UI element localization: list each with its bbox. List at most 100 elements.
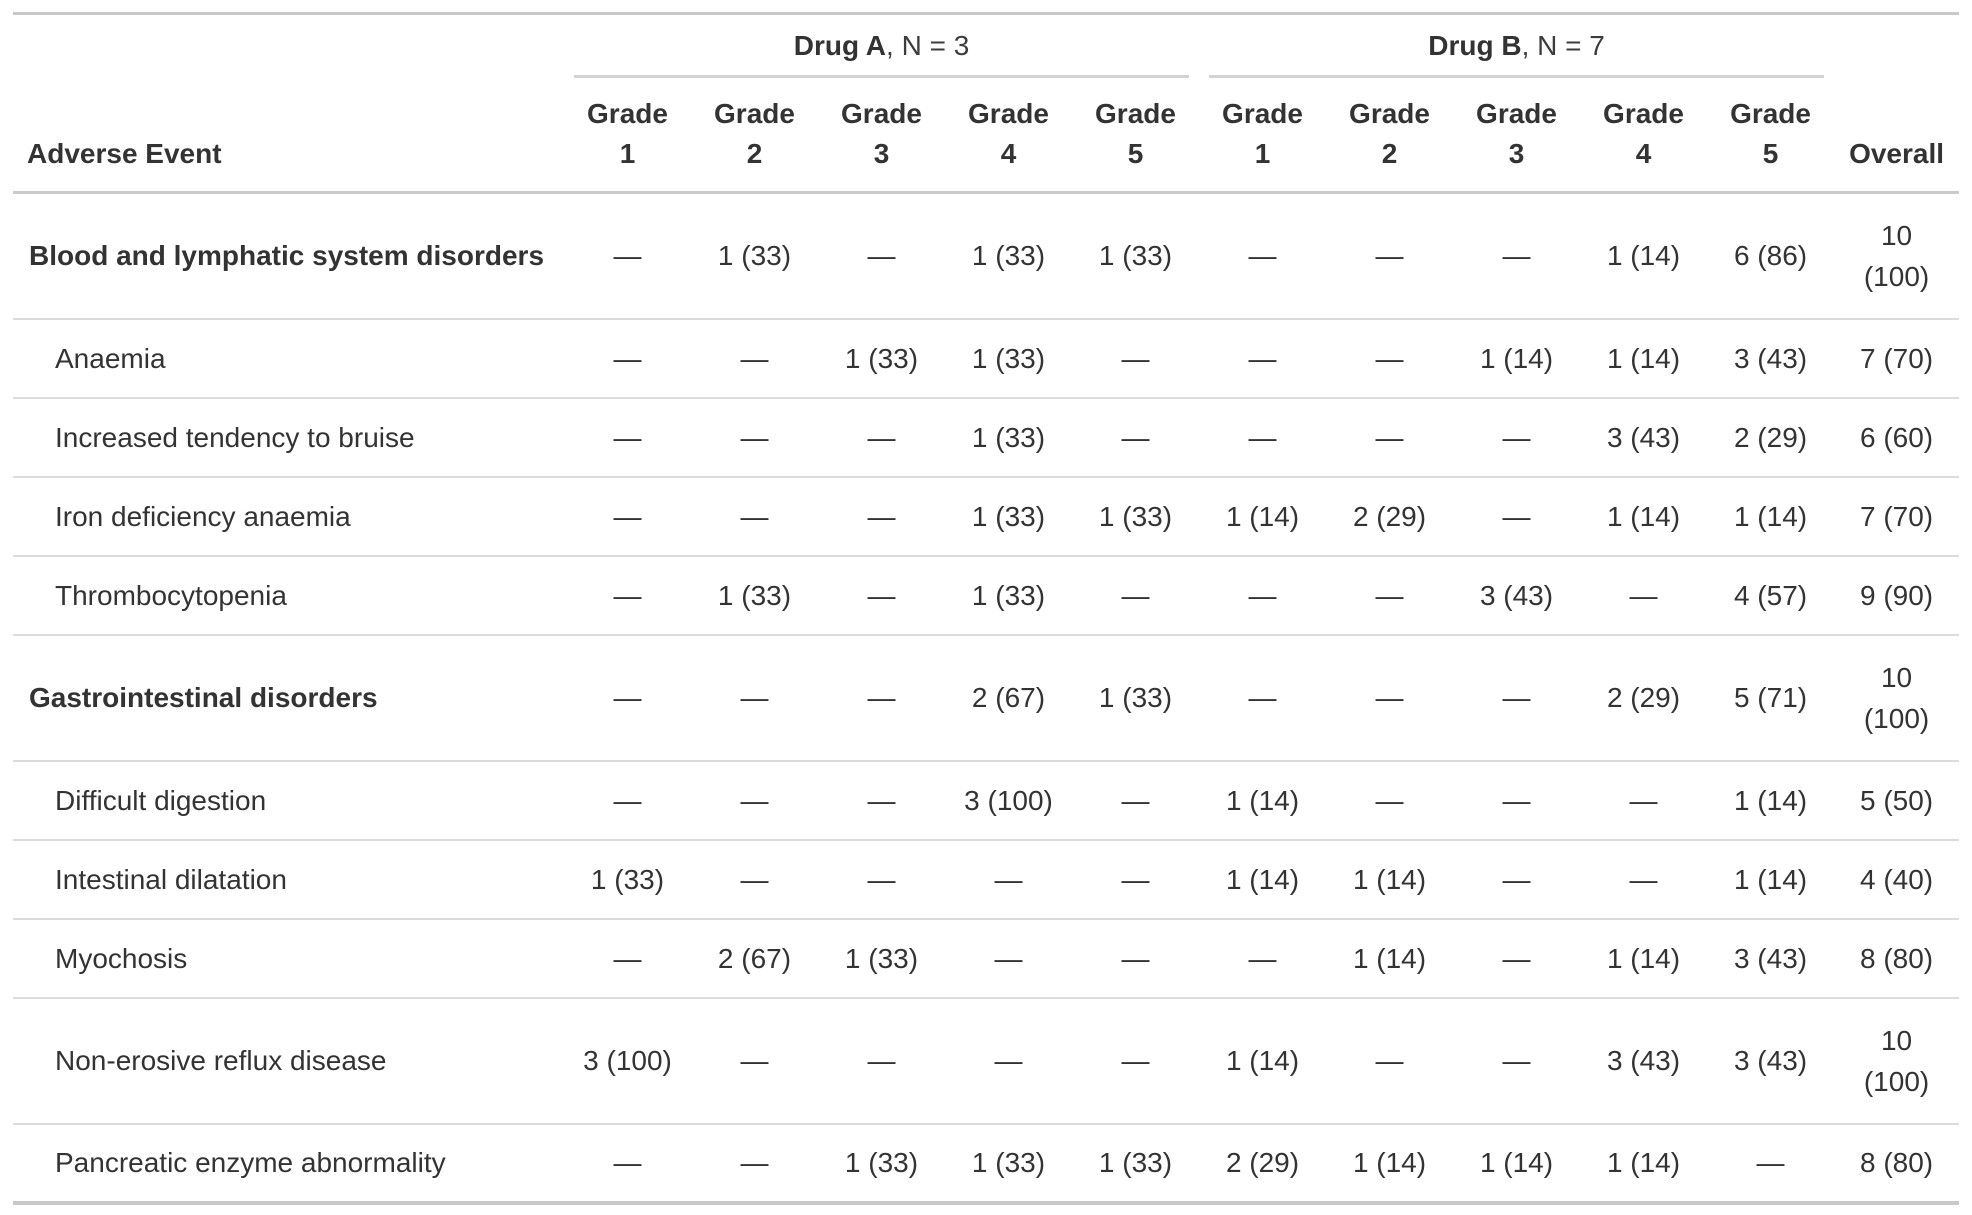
adverse-event-label: Pancreatic enzyme abnormality <box>55 1147 446 1178</box>
grade-value-cell: — <box>740 784 769 816</box>
grade-header-drug-b-4: Grade 4 <box>1603 98 1684 169</box>
table-row: Thrombocytopenia — 1 (33) — 1 (33) — — — 3 (43) —… <box>13 556 1960 635</box>
grade-value-cell: 1 (33) <box>971 579 1046 611</box>
grade-value-cell: — <box>1629 784 1658 816</box>
grade-value-cell: 1 (14) <box>1606 240 1681 272</box>
grade-value-cell: — <box>1121 1045 1150 1076</box>
grade-value-cell: — <box>867 682 896 713</box>
table-row: Iron deficiency anaemia — — — 1 (33) 1 (33) 1 … <box>13 477 1960 556</box>
grade-value-cell: — <box>613 240 642 272</box>
grade-value-cell: 1 (33) <box>717 579 792 611</box>
grade-value-cell: — <box>867 863 896 895</box>
spanner-spacer-left <box>13 14 564 78</box>
adverse-event-header: Adverse Event <box>27 138 222 169</box>
adverse-event-label: Thrombocytopenia <box>55 579 287 611</box>
overall-value-cell: 4 (40) <box>1859 863 1934 895</box>
grade-value-cell: — <box>1502 682 1531 713</box>
grade-value-cell: 1 (33) <box>717 240 792 272</box>
grade-value-cell: — <box>867 421 896 453</box>
grade-value-cell: — <box>1248 682 1277 713</box>
grade-value-cell: 1 (14) <box>1225 863 1300 895</box>
table-row: Blood and lymphatic system disorders — 1 (… <box>13 193 1960 319</box>
grade-value-cell: — <box>613 421 642 453</box>
grade-value-cell: 1 (14) <box>1225 1045 1300 1076</box>
grade-value-cell: — <box>613 682 642 713</box>
grade-value-cell: — <box>1502 240 1531 272</box>
grade-value-cell: — <box>1375 682 1404 713</box>
overall-value-cell: 7 (70) <box>1859 500 1934 532</box>
grade-value-cell: 1 (33) <box>971 500 1046 532</box>
grade-value-cell: 2 (67) <box>971 682 1046 713</box>
grade-value-cell: 1 (14) <box>1606 942 1681 974</box>
grade-value-cell: — <box>1375 240 1404 272</box>
grade-value-cell: — <box>740 500 769 532</box>
grade-value-cell: 1 (14) <box>1733 500 1808 532</box>
grade-value-cell: — <box>1121 863 1150 895</box>
grade-value-cell: 3 (43) <box>1606 1045 1681 1076</box>
overall-value-cell: 7 (70) <box>1859 342 1934 374</box>
grade-value-cell: 1 (33) <box>590 863 665 895</box>
overall-value-cell: 10 (100) <box>1863 1024 1930 1097</box>
grade-value-cell: 1 (14) <box>1225 784 1300 816</box>
grade-value-cell: 2 (67) <box>717 942 792 974</box>
table-row: Non-erosive reflux disease 3 (100) — — — — 1 (… <box>13 998 1960 1124</box>
grade-value-cell: — <box>1248 421 1277 453</box>
grade-value-cell: — <box>1756 1147 1785 1178</box>
grade-header-drug-a-5: Grade 5 <box>1095 98 1176 169</box>
grade-value-cell: — <box>994 942 1023 974</box>
grade-value-cell: — <box>1375 579 1404 611</box>
grade-value-cell: 1 (14) <box>1479 342 1554 374</box>
grade-value-cell: — <box>1248 942 1277 974</box>
grade-value-cell: 4 (57) <box>1733 579 1808 611</box>
grade-value-cell: — <box>1121 942 1150 974</box>
grade-value-cell: — <box>1248 240 1277 272</box>
drug-b-n: , N = 7 <box>1521 29 1605 61</box>
grade-value-cell: — <box>740 1147 769 1178</box>
grade-header-drug-a-1: Grade 1 <box>587 98 668 169</box>
overall-value-cell: 9 (90) <box>1859 579 1934 611</box>
grade-value-cell: — <box>1375 1045 1404 1076</box>
overall-value-cell: 8 (80) <box>1859 942 1934 974</box>
grade-value-cell: — <box>1502 863 1531 895</box>
grade-value-cell: — <box>740 863 769 895</box>
grade-value-cell: — <box>613 579 642 611</box>
table-row: Myochosis — 2 (67) 1 (33) — — — 1 (14) — 1 (14) 3 … <box>13 919 1960 998</box>
grade-value-cell: 3 (43) <box>1606 421 1681 453</box>
grade-value-cell: 1 (14) <box>1606 500 1681 532</box>
grade-header-drug-a-4: Grade 4 <box>968 98 1049 169</box>
grade-value-cell: — <box>994 863 1023 895</box>
grade-value-cell: 1 (14) <box>1352 1147 1427 1178</box>
grade-value-cell: — <box>1375 421 1404 453</box>
grade-value-cell: — <box>740 421 769 453</box>
table-row: Anaemia — — 1 (33) 1 (33) — — — 1 (14) 1 (14) 3 (4… <box>13 319 1960 398</box>
grade-value-cell: — <box>1502 421 1531 453</box>
adverse-events-table: Drug A, N = 3 Drug B, N = 7 Adverse Even… <box>13 12 1960 1205</box>
grade-value-cell: — <box>1248 579 1277 611</box>
grade-value-cell: 2 (29) <box>1225 1147 1300 1178</box>
grade-value-cell: 1 (14) <box>1352 942 1427 974</box>
grade-value-cell: 1 (14) <box>1733 863 1808 895</box>
grade-value-cell: — <box>1121 421 1150 453</box>
grade-value-cell: 3 (43) <box>1733 1045 1808 1076</box>
grade-value-cell: — <box>740 682 769 713</box>
drug-a-name: Drug A <box>793 29 887 61</box>
grade-header-drug-b-1: Grade 1 <box>1222 98 1303 169</box>
grade-value-cell: 1 (14) <box>1733 784 1808 816</box>
grade-value-cell: — <box>1248 342 1277 374</box>
overall-value-cell: 10 (100) <box>1863 219 1930 292</box>
table-row: Pancreatic enzyme abnormality — — 1 (33) 1 (… <box>13 1124 1960 1203</box>
grade-value-cell: 1 (33) <box>844 942 919 974</box>
adverse-event-group-label: Gastrointestinal disorders <box>29 682 378 713</box>
grade-value-cell: 1 (33) <box>1098 1147 1173 1178</box>
column-header-row: Adverse Event Grade 1 Grade 2 Grade 3 Grade 4 Gr… <box>13 78 1960 193</box>
grade-value-cell: 1 (33) <box>1098 500 1173 532</box>
drug-a-spanner-label: Drug A, N = 3 <box>574 29 1190 78</box>
grade-value-cell: — <box>613 342 642 374</box>
grade-value-cell: — <box>1502 942 1531 974</box>
table-row: Intestinal dilatation 1 (33) — — — — 1 (14) 1 (… <box>13 840 1960 919</box>
overall-header: Overall <box>1849 138 1945 169</box>
grade-value-cell: — <box>613 500 642 532</box>
grade-header-drug-a-3: Grade 3 <box>841 98 922 169</box>
adverse-event-label: Intestinal dilatation <box>55 863 287 895</box>
drug-spanner-row: Drug A, N = 3 Drug B, N = 7 <box>13 14 1959 78</box>
